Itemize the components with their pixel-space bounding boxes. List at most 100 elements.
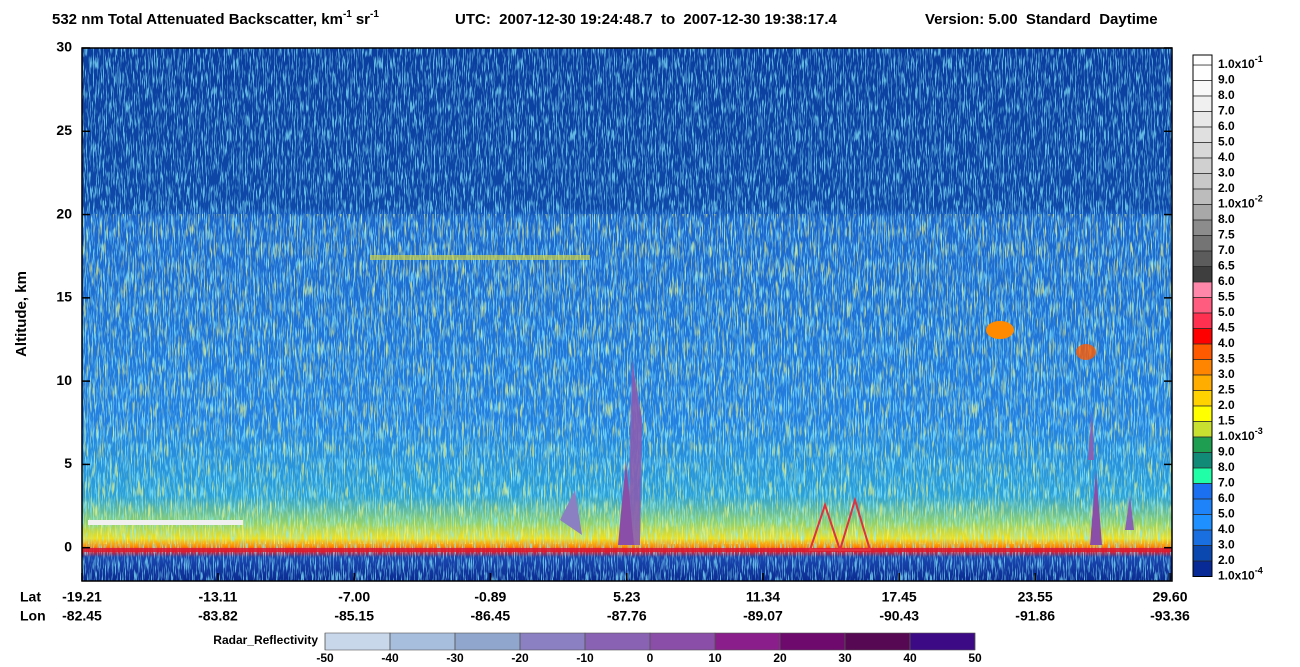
radar-cell: [324, 632, 391, 651]
colorbar-tick-label: 1.0x10-1: [1218, 54, 1263, 71]
colorbar-cell: [1192, 514, 1213, 531]
colorbar-tick-label: 2.0: [1218, 553, 1235, 567]
colorbar-tick-label: 7.0: [1218, 104, 1235, 118]
radar-tick-label: 0: [647, 651, 654, 665]
low-cloud: [88, 520, 243, 525]
colorbar-tick-label: 4.0: [1218, 336, 1235, 350]
y-tick-label: 30: [56, 39, 72, 55]
colorbar-tick-label: 8.0: [1218, 88, 1235, 102]
colorbar-cell: [1192, 498, 1213, 515]
radar-tick-label: 10: [708, 651, 722, 665]
cloud: [1076, 344, 1096, 360]
lon-tick-label: -89.07: [743, 608, 783, 624]
radar-cloud: [628, 360, 642, 545]
colorbar-cap: [1192, 54, 1213, 66]
colorbar-tick-label: 2.5: [1218, 383, 1235, 397]
colorbar-cell: [1192, 359, 1213, 376]
title-text: 532 nm Total Attenuated Backscatter, km: [52, 11, 343, 28]
lon-tick-label: -85.15: [334, 608, 374, 624]
radar-cloud: [1090, 470, 1102, 545]
title-utc: UTC: 2007-12-30 19:24:48.7 to 2007-12-30…: [455, 11, 838, 28]
cirrus: [370, 255, 590, 260]
radar-tick-label: -50: [316, 651, 334, 665]
title-text: sr: [356, 11, 370, 28]
colorbar-cell: [1192, 452, 1213, 469]
y-tick-label: 0: [64, 538, 72, 554]
radar-cell: [389, 632, 456, 651]
radar-cell: [584, 632, 651, 651]
lat-tick-label: 17.45: [882, 589, 917, 605]
colorbar-tick-label-sup: -2: [1255, 194, 1263, 204]
colorbar-tick-label: 7.0: [1218, 476, 1235, 490]
title-version: Version: 5.00 Standard Daytime: [925, 11, 1158, 28]
y-tick-label: 15: [56, 289, 72, 305]
colorbar-cell: [1192, 343, 1213, 360]
lon-tick-label: -90.43: [879, 608, 919, 624]
colorbar-tick-label: 5.0: [1218, 135, 1235, 149]
lon-tick-label: -87.76: [607, 608, 647, 624]
radar-cloud: [1088, 410, 1094, 460]
title-sup: -1: [343, 9, 352, 20]
colorbar-tick-label: 1.0x10-4: [1218, 566, 1263, 583]
lat-tick-label: -13.11: [199, 589, 238, 605]
lat-tick-label: -19.21: [62, 589, 102, 605]
colorbar-tick-label-base: 1.0x10: [1218, 429, 1255, 443]
colorbar-cell: [1192, 95, 1213, 112]
colorbar-tick-label: 6.5: [1218, 259, 1235, 273]
colorbar-cell: [1192, 157, 1213, 174]
lat-tick-label: 29.60: [1152, 589, 1187, 605]
radar-tick-label: 30: [838, 651, 852, 665]
colorbar-tick-label: 1.0x10-3: [1218, 426, 1263, 443]
colorbar-cell: [1192, 142, 1213, 159]
y-axis-label: Altitude, km: [13, 271, 30, 357]
colorbar-cell: [1192, 390, 1213, 407]
colorbar-tick-label-base: 1.0x10: [1218, 197, 1255, 211]
colorbar-cell: [1192, 173, 1213, 190]
colorbar-tick-label: 7.0: [1218, 243, 1235, 257]
colorbar-tick-label: 3.0: [1218, 367, 1235, 381]
lat-tick-label: -7.00: [338, 589, 370, 605]
colorbar-cell: [1192, 250, 1213, 267]
colorbar-tick-label-sup: -4: [1255, 566, 1263, 576]
colorbar-cell: [1192, 374, 1213, 391]
colorbar-tick-label: 6.0: [1218, 274, 1235, 288]
colorbar-cell: [1192, 219, 1213, 236]
lon-tick-label: -91.86: [1015, 608, 1055, 624]
lat-tick-label: 11.34: [746, 589, 780, 605]
colorbar-tick-label: 4.5: [1218, 321, 1235, 335]
colorbar-tick-label-base: 1.0x10: [1218, 569, 1255, 583]
colorbar-tick-label: 4.0: [1218, 522, 1235, 536]
colorbar-tick-label: 7.5: [1218, 228, 1235, 242]
colorbar-cell: [1192, 281, 1213, 298]
radar-cloud: [618, 460, 634, 545]
radar-cell: [844, 632, 911, 651]
colorbar-cell: [1192, 467, 1213, 484]
colorbar-cell: [1192, 560, 1213, 577]
radar-tick-label: -40: [381, 651, 399, 665]
lon-tick-label: -93.36: [1150, 608, 1190, 624]
radar-cloud: [1125, 495, 1134, 530]
radar-cloud: [560, 490, 582, 535]
colorbar-cell: [1192, 266, 1213, 283]
colorbar-tick-label: 2.0: [1218, 398, 1235, 412]
colorbar-tick-label: 5.0: [1218, 507, 1235, 521]
radar-cell: [649, 632, 716, 651]
y-tick-label: 5: [64, 455, 72, 471]
colorbar-tick-label-base: 1.0x10: [1218, 57, 1255, 71]
colorbar-tick-label: 8.0: [1218, 212, 1235, 226]
lat-tick-label: -0.89: [474, 589, 506, 605]
lon-label: Lon: [20, 608, 46, 624]
radar-cell: [909, 632, 976, 651]
radar-cell: [714, 632, 781, 651]
lat-tick-label: 5.23: [613, 589, 640, 605]
radar-cell: [779, 632, 846, 651]
colorbar-cell: [1192, 545, 1213, 562]
colorbar-cell: [1192, 405, 1213, 422]
colorbar-cell: [1192, 483, 1213, 500]
colorbar-tick-label-sup: -3: [1255, 426, 1263, 436]
colorbar-cell: [1192, 204, 1213, 221]
backscatter-field: [82, 48, 1172, 581]
colorbar-tick-label: 1.5: [1218, 414, 1235, 428]
colorbar-cell: [1192, 421, 1213, 438]
